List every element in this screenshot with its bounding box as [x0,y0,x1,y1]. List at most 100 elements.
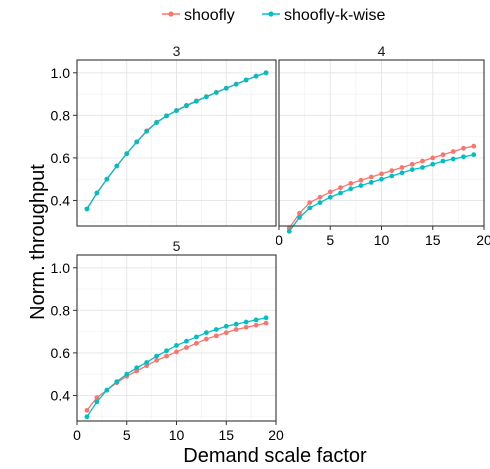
data-point [348,186,354,192]
y-tick-label: 0.8 [51,107,71,123]
data-point [461,154,466,160]
data-point [114,379,120,385]
data-point [243,319,249,325]
data-point [399,170,405,176]
data-point [263,70,269,76]
x-tick-label: 5 [123,427,131,443]
data-point [154,353,160,359]
data-point [233,81,239,87]
data-point [263,320,269,326]
data-point [84,407,90,413]
data-point [184,345,189,350]
data-point [213,333,219,339]
data-point [286,228,292,234]
data-point [223,330,229,336]
legend-label: shoofly [184,7,235,24]
data-point [409,167,415,173]
facet-panel-3: 3 0.4 0.6 0.8 1.0 [51,42,277,227]
data-point [134,365,140,371]
data-point [450,149,456,154]
facet-strip-label: 5 [173,238,181,254]
data-point [327,194,333,200]
data-point [124,151,130,157]
data-point [327,189,333,195]
data-point [358,177,364,183]
data-point [134,139,140,145]
facet-panel-5: 5 0.4 0.6 0.8 1.0 0 5 10 15 20 [51,237,284,443]
x-tick-label: 0 [275,232,283,248]
data-point [114,163,120,169]
data-point [440,158,446,164]
x-tick-label: 10 [169,427,185,443]
data-point [223,323,229,329]
data-point [124,371,130,377]
x-tick-label: 20 [268,427,284,443]
data-point [399,165,405,170]
data-point [368,179,374,185]
data-point [379,171,384,177]
data-point [203,330,209,336]
data-point [253,317,259,323]
data-point [358,183,364,188]
data-point [223,85,229,91]
data-point [461,145,466,151]
data-point [194,334,199,340]
data-point [409,161,415,167]
data-point [253,322,259,328]
legend-item: shoofly-k-wise [262,7,385,24]
data-point [94,190,100,196]
data-point [450,156,456,162]
data-point [164,353,169,359]
data-point [94,399,100,405]
legend-key-point [268,11,274,17]
y-tick-label: 0.4 [51,192,71,208]
data-point [307,205,313,211]
data-point [440,152,446,158]
data-point [297,210,302,216]
data-point [213,327,219,332]
facet-strip [77,42,276,60]
data-point [164,113,169,119]
x-axis-label: Demand scale factor [183,445,367,467]
x-tick-label: 15 [218,427,234,443]
data-point [203,336,209,342]
x-tick-label: 5 [326,232,334,248]
data-point [307,200,313,205]
y-tick-label: 0.4 [51,387,71,403]
data-point [154,120,160,125]
x-tick-label: 10 [374,232,390,248]
data-point [164,348,169,354]
data-point [203,94,209,100]
facet-strip [77,237,276,255]
data-point [379,176,384,182]
x-tick-label: 20 [476,232,490,248]
y-tick-label: 1.0 [51,260,71,276]
data-point [84,414,90,420]
data-point [368,174,374,180]
data-point [104,176,110,182]
data-point [420,165,425,170]
data-point [184,338,189,344]
y-tick-label: 0.8 [51,302,71,318]
data-point [184,103,189,109]
facet-strip-label: 3 [173,43,181,59]
y-tick-label: 0.6 [51,345,71,361]
data-point [243,77,249,83]
data-point [253,73,259,79]
y-tick-label: 0.6 [51,150,71,166]
data-point [263,315,269,321]
data-point [233,327,239,332]
legend-item: shoofly [162,7,235,24]
data-point [430,155,436,161]
data-point [243,324,249,330]
x-tick-label: 0 [73,427,81,443]
data-point [174,349,179,355]
data-point [194,98,199,104]
legend-label: shoofly-k-wise [284,7,385,24]
data-point [420,158,425,164]
data-point [389,168,395,174]
x-tick-label: 15 [425,232,441,248]
data-point [94,395,100,400]
data-point [471,143,477,149]
